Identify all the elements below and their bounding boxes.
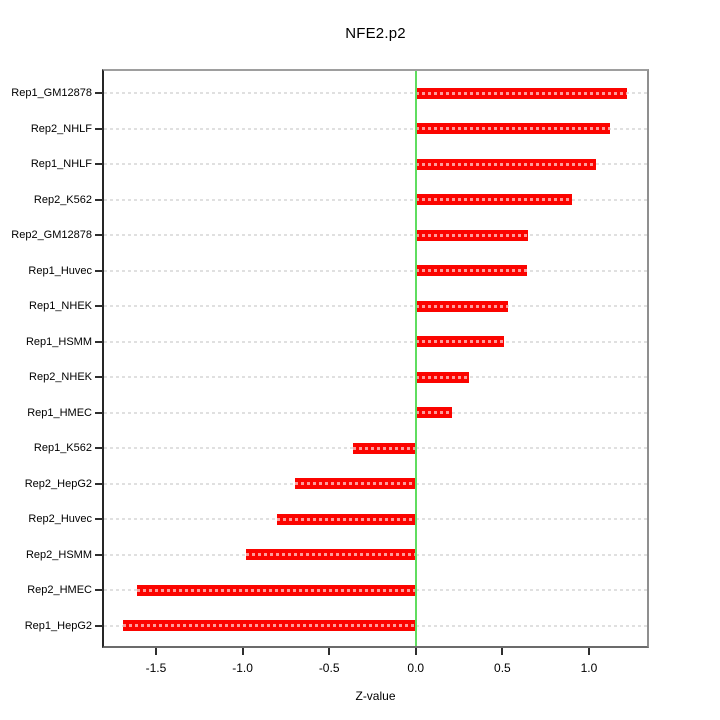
bar-dash-pattern [415, 233, 529, 237]
category-label: Rep2_K562 [33, 193, 92, 206]
x-tick [501, 648, 504, 655]
bar-Rep2_HMEC [136, 584, 416, 596]
bar-Rep2_GM12878 [415, 229, 529, 241]
bar-Rep2_K562 [415, 194, 572, 206]
category-label: Rep1_NHEK [29, 300, 92, 313]
bar-dash-pattern [415, 198, 572, 202]
y-tick [95, 482, 103, 485]
category-label: Rep2_Huvec [28, 513, 92, 526]
bar-Rep1_NHEK [415, 300, 508, 312]
gridline [104, 198, 647, 201]
bar-dash-pattern [415, 91, 628, 95]
bar-dash-pattern [277, 517, 416, 521]
y-tick [95, 305, 103, 308]
bar-dash-pattern [123, 624, 416, 628]
y-tick [95, 269, 103, 272]
bar-Rep1_NHLF [415, 158, 596, 170]
bar-Rep2_HSMM [246, 549, 416, 561]
category-label: Rep1_HMEC [27, 406, 92, 419]
bar-dash-pattern [415, 162, 596, 166]
bar-dash-pattern [415, 127, 610, 131]
gridline [104, 127, 647, 130]
x-tick [154, 648, 157, 655]
bar-Rep2_HepG2 [294, 478, 416, 490]
gridline [104, 340, 647, 343]
x-tick-label: 0.5 [494, 661, 511, 675]
bar-dash-pattern [415, 269, 527, 273]
y-tick [95, 92, 103, 94]
category-label: Rep1_NHLF [30, 158, 92, 171]
bar-dash-pattern [294, 482, 416, 486]
x-tick-label: 0.0 [407, 661, 425, 675]
bar-dash-pattern [415, 411, 453, 415]
x-tick-label: 1.0 [580, 661, 598, 675]
bar-dash-pattern [415, 304, 508, 308]
x-tick [241, 648, 244, 655]
bar-Rep1_K562 [353, 442, 416, 454]
bar-dash-pattern [415, 340, 505, 344]
bar-dash-pattern [246, 553, 416, 557]
bar-dash-pattern [136, 588, 416, 592]
y-tick [95, 411, 103, 414]
x-tick-label: -1.5 [145, 661, 167, 675]
category-label: Rep2_NHEK [29, 371, 92, 384]
y-tick [95, 553, 103, 556]
bar-Rep2_NHEK [415, 371, 470, 383]
category-label: Rep2_NHLF [30, 122, 92, 135]
bar-Rep2_NHLF [415, 123, 610, 135]
x-tick [328, 648, 331, 655]
bar-dash-pattern [415, 375, 470, 379]
gridline [104, 411, 647, 414]
chart-title: NFE2.p2 [345, 25, 406, 42]
category-label: Rep2_HMEC [27, 584, 92, 597]
x-tick [587, 648, 590, 655]
bar-Rep2_Huvec [277, 513, 416, 525]
y-tick [95, 518, 103, 521]
y-tick [95, 163, 103, 166]
y-tick [95, 624, 103, 627]
y-tick [95, 340, 103, 343]
category-label: Rep1_HepG2 [24, 619, 92, 632]
bar-Rep1_Huvec [415, 265, 527, 277]
gridline [104, 269, 647, 272]
category-label: Rep2_GM12878 [11, 229, 92, 242]
category-label: Rep1_HSMM [25, 335, 92, 348]
category-label: Rep1_Huvec [28, 264, 92, 277]
x-tick [414, 648, 417, 655]
gridline [104, 163, 647, 166]
x-axis-title: Z-value [355, 689, 396, 703]
plot-frame [102, 69, 649, 648]
bar-Rep1_GM12878 [415, 87, 628, 99]
y-tick [95, 376, 103, 379]
bar-dash-pattern [353, 446, 416, 450]
y-tick [95, 447, 103, 450]
bar-Rep1_HMEC [415, 407, 453, 419]
y-tick [95, 198, 103, 201]
bar-Rep1_HSMM [415, 336, 505, 348]
category-label: Rep1_K562 [33, 442, 92, 455]
category-label: Rep1_GM12878 [11, 87, 92, 99]
x-tick-label: -0.5 [318, 661, 340, 675]
category-label: Rep2_HSMM [25, 548, 92, 561]
y-tick [95, 589, 103, 592]
gridline [104, 92, 647, 94]
y-tick [95, 127, 103, 130]
gridline [104, 376, 647, 379]
x-tick-label: -1.0 [232, 661, 253, 675]
gridline [104, 305, 647, 308]
y-tick [95, 234, 103, 237]
zero-reference-line [414, 71, 417, 646]
category-label: Rep2_HepG2 [24, 477, 92, 490]
bar-Rep1_HepG2 [123, 620, 416, 632]
gridline [104, 234, 647, 237]
